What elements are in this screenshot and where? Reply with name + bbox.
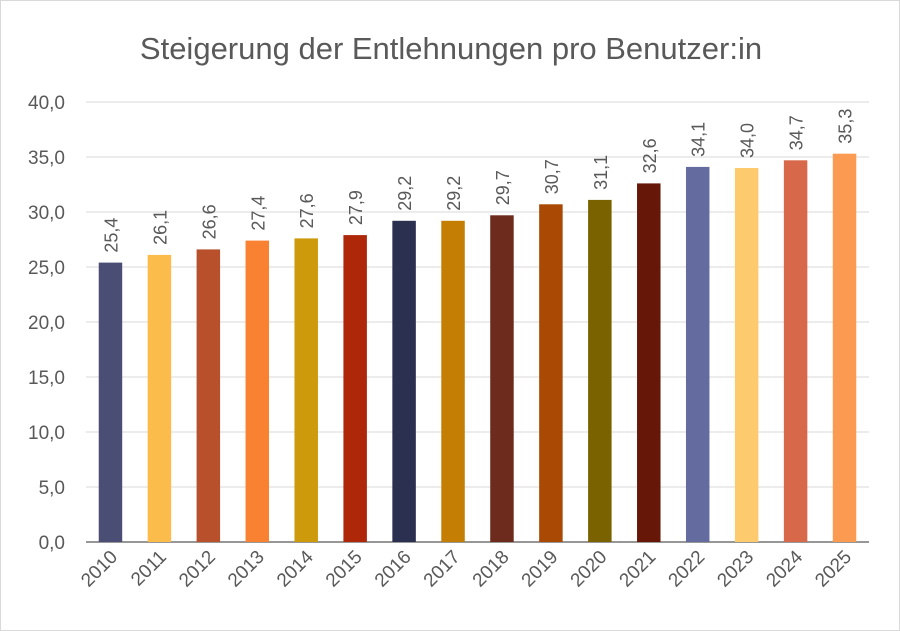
data-label: 34,1 [689,122,709,157]
y-tick-label: 25,0 [28,258,65,279]
bar-2011 [147,254,172,542]
data-label: 35,3 [836,109,856,144]
y-tick-label: 5,0 [39,478,65,499]
bar-2018 [490,215,514,543]
bars [98,153,857,543]
x-tick-label: 2015 [322,547,367,592]
y-tick-label: 20,0 [28,313,65,334]
x-tick-label: 2024 [762,546,807,591]
data-label: 29,2 [444,176,464,211]
data-label: 27,9 [346,190,366,225]
x-tick-label: 2022 [665,547,710,592]
x-tick-label: 2025 [811,547,856,592]
bar-2017 [441,220,465,543]
data-label: 26,6 [199,204,219,239]
bar-2015 [343,235,367,542]
data-label: 27,4 [248,196,268,231]
x-axis-ticks: 2010 2011 2012 2013 2014 2015 2016 2017 2018 2019… [77,546,856,591]
bar-2019 [539,204,563,543]
y-tick-label: 35,0 [28,148,65,169]
x-tick-label: 2023 [713,547,758,592]
y-tick-label: 0,0 [39,533,65,554]
x-tick-label: 2016 [371,547,416,592]
bar-2010 [98,262,123,542]
bar-2020 [588,199,612,542]
x-tick-label: 2020 [567,547,612,592]
bar-2013 [245,240,270,542]
data-labels: 25,4 26,1 26,6 27,4 27,6 27,9 29,2 29,2 29,7 30,7… [101,109,855,253]
y-tick-label: 40,0 [28,93,65,114]
bar-2023 [734,168,759,542]
bar-2025 [832,153,857,542]
x-tick-label: 2017 [420,547,465,592]
bar-2022 [685,166,710,542]
x-tick-label: 2014 [273,546,318,591]
data-label: 30,7 [542,159,562,194]
y-tick-label: 15,0 [28,368,65,389]
data-label: 32,6 [640,138,660,173]
y-axis-ticks: 0,0 5,0 10,0 15,0 20,0 25,0 30,0 35,0 40,0 [28,93,65,554]
x-tick-label: 2011 [127,547,171,591]
bar-2014 [294,238,318,542]
x-tick-label: 2019 [518,547,563,592]
data-label: 27,6 [297,193,317,228]
x-tick-label: 2018 [469,547,514,592]
bar-2012 [196,249,221,542]
data-label: 29,7 [493,170,513,205]
data-label: 34,0 [738,123,758,158]
y-tick-label: 30,0 [28,203,65,224]
x-tick-label: 2012 [175,547,220,592]
bar-2021 [637,183,661,542]
data-label: 25,4 [101,218,121,253]
x-tick-label: 2013 [224,547,269,592]
data-label: 34,7 [787,115,807,150]
chart-title: Steigerung der Entlehnungen pro Benutzer… [140,31,762,66]
bar-2016 [392,220,416,543]
x-tick-label: 2010 [77,547,122,592]
data-label: 31,1 [591,155,611,190]
x-tick-label: 2021 [616,547,661,592]
y-tick-label: 10,0 [28,423,65,444]
data-label: 26,1 [150,210,170,245]
data-label: 29,2 [395,176,415,211]
bar-2024 [783,160,808,543]
